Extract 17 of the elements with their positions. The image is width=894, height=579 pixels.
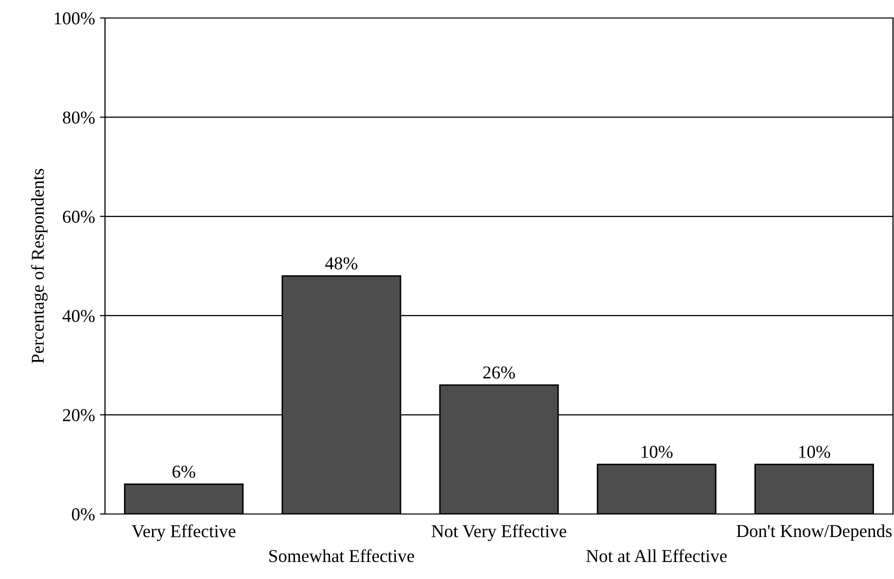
y-tick-label: 40% — [62, 310, 95, 322]
x-tick-label: Not at All Effective — [586, 549, 727, 562]
data-label: 10% — [642, 446, 673, 458]
y-tick-label: 80% — [62, 111, 95, 124]
y-tick-label: 0% — [72, 508, 95, 520]
data-label: 48% — [325, 257, 358, 270]
data-label: 6% — [172, 466, 196, 478]
data-label: 10% — [799, 446, 830, 458]
x-tick-label: Not Very Effective — [432, 524, 566, 542]
y-tick-label: 20% — [62, 409, 95, 422]
y-axis-title: Percentage of Respondents — [30, 168, 48, 364]
x-tick-label: Very Effective — [132, 524, 236, 542]
y-tick-label: 100% — [54, 12, 95, 24]
y-tick-label: 60% — [62, 210, 95, 223]
data-label: 26% — [483, 366, 515, 379]
x-tick-label: Don't Know/Depends — [736, 524, 892, 541]
x-tick-label: Somewhat Effective — [269, 549, 414, 562]
